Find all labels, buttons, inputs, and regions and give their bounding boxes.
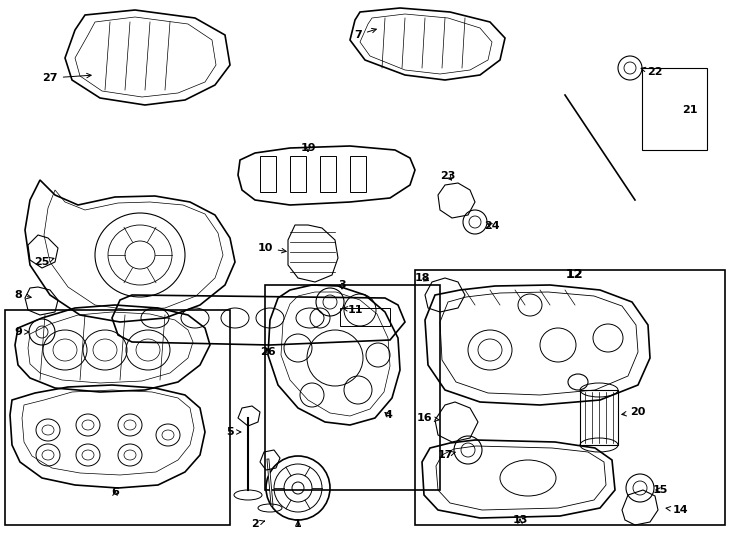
Bar bbox=[5, 310, 230, 525]
Bar bbox=[642, 68, 707, 150]
Bar bbox=[320, 156, 336, 192]
Text: 18: 18 bbox=[414, 273, 429, 283]
Text: 12: 12 bbox=[565, 268, 583, 281]
Text: 4: 4 bbox=[384, 410, 392, 420]
Text: 2: 2 bbox=[251, 519, 264, 529]
Text: 9: 9 bbox=[14, 327, 29, 337]
Text: 8: 8 bbox=[14, 290, 31, 300]
Text: 1: 1 bbox=[294, 519, 302, 529]
Bar bbox=[260, 156, 276, 192]
Text: 14: 14 bbox=[666, 505, 688, 515]
Text: 3: 3 bbox=[338, 280, 346, 290]
Text: 10: 10 bbox=[258, 243, 286, 253]
Text: 12: 12 bbox=[565, 268, 583, 281]
Bar bbox=[415, 270, 725, 525]
Text: 6: 6 bbox=[111, 487, 119, 497]
Text: 22: 22 bbox=[641, 67, 663, 77]
Text: 27: 27 bbox=[43, 73, 91, 83]
Text: 19: 19 bbox=[300, 143, 316, 153]
Bar bbox=[265, 285, 440, 490]
Text: 25: 25 bbox=[34, 257, 54, 267]
Text: 23: 23 bbox=[440, 171, 456, 181]
Text: 16: 16 bbox=[417, 413, 439, 423]
Text: 5: 5 bbox=[226, 427, 241, 437]
Bar bbox=[580, 390, 618, 445]
Text: 20: 20 bbox=[622, 407, 646, 417]
Text: 17: 17 bbox=[437, 450, 456, 460]
Bar bbox=[340, 308, 390, 326]
Text: 21: 21 bbox=[682, 105, 698, 115]
Text: 15: 15 bbox=[653, 485, 668, 495]
Text: 7: 7 bbox=[354, 29, 377, 40]
Text: 13: 13 bbox=[512, 515, 528, 525]
Text: 26: 26 bbox=[260, 347, 276, 357]
Bar bbox=[350, 156, 366, 192]
Text: 11: 11 bbox=[343, 305, 363, 315]
Bar bbox=[290, 156, 306, 192]
Text: 24: 24 bbox=[484, 221, 500, 231]
